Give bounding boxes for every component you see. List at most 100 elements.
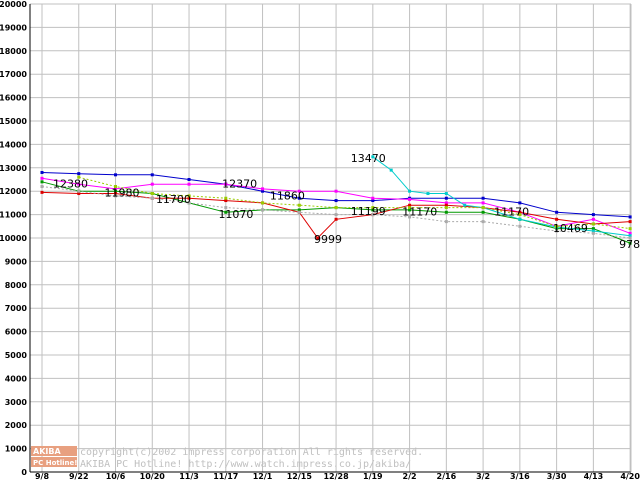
series-point-3 <box>444 203 448 207</box>
y-tick-label: 5000 <box>5 351 28 360</box>
data-label: 11860 <box>270 189 305 202</box>
series-point-2 <box>591 227 595 231</box>
series-point-1 <box>371 196 375 200</box>
series-point-5 <box>408 206 412 210</box>
series-point-1 <box>481 201 485 205</box>
series-line-5 <box>78 176 631 230</box>
y-tick-label: 9000 <box>5 257 28 266</box>
x-tick-label: 3/16 <box>510 472 530 480</box>
y-tick-label: 11000 <box>0 211 27 220</box>
series-point-6 <box>334 213 338 217</box>
y-tick-label: 7000 <box>5 304 28 313</box>
y-tick-label: 15000 <box>0 117 27 126</box>
series-point-3 <box>114 192 118 196</box>
series-point-1 <box>77 182 81 186</box>
data-label: 11980 <box>104 187 139 200</box>
series-point-0 <box>261 189 265 193</box>
y-tick-label: 13000 <box>0 164 27 173</box>
akiba-logo-box <box>31 446 77 456</box>
series-point-4 <box>463 203 467 207</box>
series-point-6 <box>114 194 118 198</box>
series-point-1 <box>628 231 632 235</box>
series-point-5 <box>297 203 301 207</box>
series-point-6 <box>224 206 228 210</box>
y-tick-label: 4000 <box>5 374 28 383</box>
series-point-4 <box>426 192 430 196</box>
x-tick-label: 11/17 <box>213 472 238 480</box>
series-point-0 <box>297 196 301 200</box>
series-point-6 <box>408 215 412 219</box>
series-point-3 <box>224 199 228 203</box>
series-point-5 <box>444 206 448 210</box>
copyright-footer: AKIBA PC Hotline! copyright(c)2002 impre… <box>31 446 423 470</box>
x-tick-label: 9/22 <box>69 472 89 480</box>
y-tick-label: 2000 <box>5 421 28 430</box>
series-point-0 <box>77 172 81 176</box>
series-point-5 <box>77 175 81 179</box>
series-point-0 <box>150 173 154 177</box>
x-tick-label: 4/20 <box>620 472 640 480</box>
series-point-0 <box>40 170 44 174</box>
series-point-0 <box>334 199 338 203</box>
x-tick-label: 10/20 <box>140 472 166 480</box>
series-point-0 <box>444 196 448 200</box>
x-tick-label: 9/8 <box>35 472 49 480</box>
series-point-0 <box>555 210 559 214</box>
series-point-4 <box>591 229 595 233</box>
y-axis-ticks: 0 1000 2000 3000 4000 5000 6000 7000 8000 9000 100… <box>0 0 27 477</box>
series-point-5 <box>371 206 375 210</box>
y-tick-label: 1000 <box>5 445 28 454</box>
y-tick-label: 14000 <box>0 140 27 149</box>
data-label: 11199 <box>351 205 386 218</box>
series-lines <box>40 155 632 245</box>
series-point-0 <box>187 178 191 181</box>
series-point-5 <box>334 206 338 210</box>
x-tick-label: 2/2 <box>403 472 417 480</box>
series-point-1 <box>444 201 448 205</box>
series-point-4 <box>371 155 375 159</box>
series-point-4 <box>518 217 522 221</box>
y-tick-label: 19000 <box>0 23 27 32</box>
data-label: 10469 <box>553 222 588 235</box>
x-tick-label: 10/6 <box>106 472 126 480</box>
series-point-0 <box>518 201 522 205</box>
series-point-6 <box>591 231 595 235</box>
series-point-4 <box>389 168 393 172</box>
series-point-4 <box>444 192 448 196</box>
series-point-5 <box>591 222 595 226</box>
series-point-1 <box>334 189 338 193</box>
series-point-2 <box>444 210 448 214</box>
series-point-5 <box>628 227 632 231</box>
series-point-1 <box>297 189 301 193</box>
series-point-2 <box>40 180 44 184</box>
x-tick-label: 12/15 <box>287 472 313 480</box>
series-point-1 <box>187 182 191 186</box>
series-point-1 <box>150 182 154 186</box>
x-tick-label: 4/13 <box>584 472 604 480</box>
y-tick-label: 12000 <box>0 187 27 196</box>
copyright-line-2: AKIBA PC Hotline! http://www.watch.impre… <box>80 459 411 470</box>
series-point-1 <box>224 182 228 186</box>
series-point-3 <box>518 210 522 214</box>
y-tick-label: 16000 <box>0 94 27 103</box>
series-point-3 <box>408 203 412 207</box>
copyright-line-1: copyright(c)2002 impress corporation All… <box>80 447 423 458</box>
y-tick-label: 17000 <box>0 70 27 79</box>
series-point-2 <box>371 208 375 212</box>
series-point-3 <box>334 217 338 221</box>
x-tick-label: 1/19 <box>363 472 383 480</box>
series-point-6 <box>77 189 81 193</box>
series-point-1 <box>114 187 118 191</box>
series-point-2 <box>481 210 485 214</box>
x-tick-label: 12/28 <box>323 472 349 480</box>
y-tick-label: 20000 <box>0 0 27 9</box>
y-tick-label: 3000 <box>5 398 28 407</box>
y-tick-label: 18000 <box>0 47 27 56</box>
series-point-5 <box>150 192 154 196</box>
series-point-1 <box>408 197 412 201</box>
series-point-6 <box>297 210 301 214</box>
series-point-6 <box>187 201 191 205</box>
y-tick-label: 6000 <box>5 328 28 337</box>
series-point-0 <box>591 213 595 217</box>
